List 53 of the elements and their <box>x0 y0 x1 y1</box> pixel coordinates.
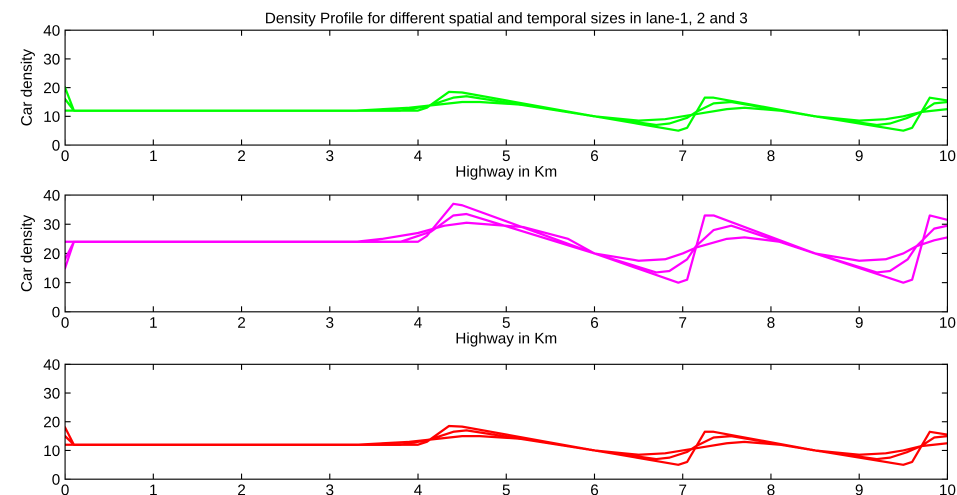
x-tick-label: 9 <box>856 317 863 328</box>
x-tick-label: 0 <box>61 317 69 328</box>
x-tick-label: 8 <box>767 484 775 495</box>
x-tick-label: 10 <box>940 484 956 495</box>
y-tick-label: 10 <box>44 111 60 122</box>
y-axis-title: Car density <box>20 214 35 292</box>
y-tick-label: 30 <box>44 388 60 399</box>
x-tick-label: 10 <box>940 150 956 162</box>
x-tick-label: 10 <box>940 317 956 328</box>
x-tick-label: 7 <box>679 484 686 495</box>
x-tick-label: 1 <box>150 484 157 495</box>
y-tick-label: 0 <box>52 474 60 485</box>
x-tick-label: 1 <box>150 317 157 328</box>
x-tick-label: 2 <box>238 150 246 161</box>
x-tick-label: 9 <box>856 150 863 162</box>
x-tick-label: 6 <box>591 484 598 495</box>
x-tick-label: 8 <box>767 150 775 162</box>
y-tick-label: 30 <box>44 54 60 65</box>
y-tick-label: 10 <box>44 445 60 456</box>
x-tick-label: 3 <box>326 150 334 162</box>
x-tick-label: 5 <box>502 317 510 328</box>
x-tick-label: 4 <box>414 317 422 328</box>
y-axis-title: Car density <box>20 49 35 126</box>
y-tick-label: 40 <box>44 359 60 370</box>
y-tick-label: 0 <box>52 306 60 318</box>
y-tick-label: 10 <box>44 278 60 288</box>
x-tick-label: 7 <box>679 317 686 328</box>
chart-title: Density Profile for different spatial and temporal sizes in lane-1, 2 and 3 <box>266 12 748 26</box>
x-tick-label: 3 <box>326 484 334 495</box>
x-tick-label: 6 <box>591 317 598 328</box>
x-tick-label: 0 <box>61 484 69 495</box>
x-tick-label: 7 <box>679 150 686 161</box>
y-tick-label: 40 <box>44 190 60 201</box>
y-tick-label: 40 <box>44 25 60 36</box>
x-tick-label: 4 <box>414 484 422 495</box>
x-tick-label: 3 <box>326 317 334 328</box>
x-tick-label: 2 <box>238 317 246 328</box>
y-tick-label: 20 <box>44 248 60 260</box>
x-tick-label: 8 <box>767 317 775 328</box>
y-tick-label: 0 <box>52 140 60 151</box>
x-axis-title: Highway in Km <box>456 166 556 180</box>
x-tick-label: 5 <box>502 150 510 162</box>
x-axis-title: Highway in Km <box>456 332 556 347</box>
x-tick-label: 6 <box>591 150 598 162</box>
y-tick-label: 20 <box>44 416 60 428</box>
y-tick-label: 20 <box>44 82 60 94</box>
x-tick-label: 9 <box>856 484 863 495</box>
y-tick-label: 30 <box>44 219 60 230</box>
x-tick-label: 2 <box>238 484 246 495</box>
x-tick-label: 4 <box>414 150 422 161</box>
x-tick-label: 5 <box>502 484 510 495</box>
x-tick-label: 1 <box>150 150 157 161</box>
x-tick-label: 0 <box>61 150 69 162</box>
